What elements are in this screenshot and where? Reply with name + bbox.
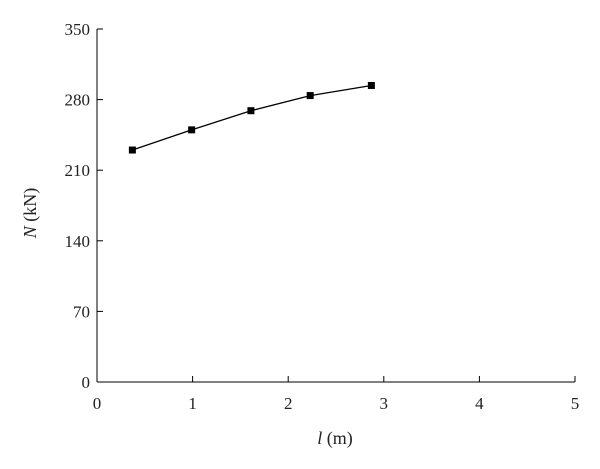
series-layer bbox=[128, 81, 375, 154]
series-line-0 bbox=[132, 84, 372, 151]
y-axis-symbol: N bbox=[20, 225, 40, 239]
x-tick-label-5: 5 bbox=[571, 394, 580, 413]
y-tick-label-2: 140 bbox=[65, 232, 91, 251]
y-tick-label-5: 350 bbox=[65, 20, 91, 39]
data-point-0-3 bbox=[306, 92, 314, 100]
x-axis-unit: (m) bbox=[322, 428, 353, 449]
y-ticks: 0 70 140 210 280 350 bbox=[65, 20, 103, 392]
y-tick-label-3: 210 bbox=[65, 161, 91, 180]
data-point-0-2 bbox=[247, 107, 255, 115]
x-tick-label-3: 3 bbox=[380, 394, 389, 413]
data-point-0-0 bbox=[128, 146, 136, 154]
x-tick-label-0: 0 bbox=[93, 394, 102, 413]
y-axis-unit: (kN) bbox=[20, 188, 41, 227]
y-tick-label-4: 280 bbox=[65, 91, 91, 110]
x-ticks: 0 1 2 3 4 5 bbox=[93, 376, 580, 413]
x-tick-label-4: 4 bbox=[475, 394, 484, 413]
data-point-0-4 bbox=[367, 81, 375, 89]
x-axis-label: l (m) bbox=[317, 428, 353, 449]
x-tick-label-2: 2 bbox=[284, 394, 293, 413]
data-point-0-1 bbox=[188, 126, 196, 134]
axes bbox=[96, 29, 575, 383]
y-axis-label: N (kN) bbox=[20, 188, 41, 240]
y-tick-label-1: 70 bbox=[73, 302, 90, 321]
x-tick-label-1: 1 bbox=[188, 394, 197, 413]
y-tick-label-0: 0 bbox=[82, 373, 91, 392]
x-axis-symbol: l bbox=[317, 428, 322, 448]
